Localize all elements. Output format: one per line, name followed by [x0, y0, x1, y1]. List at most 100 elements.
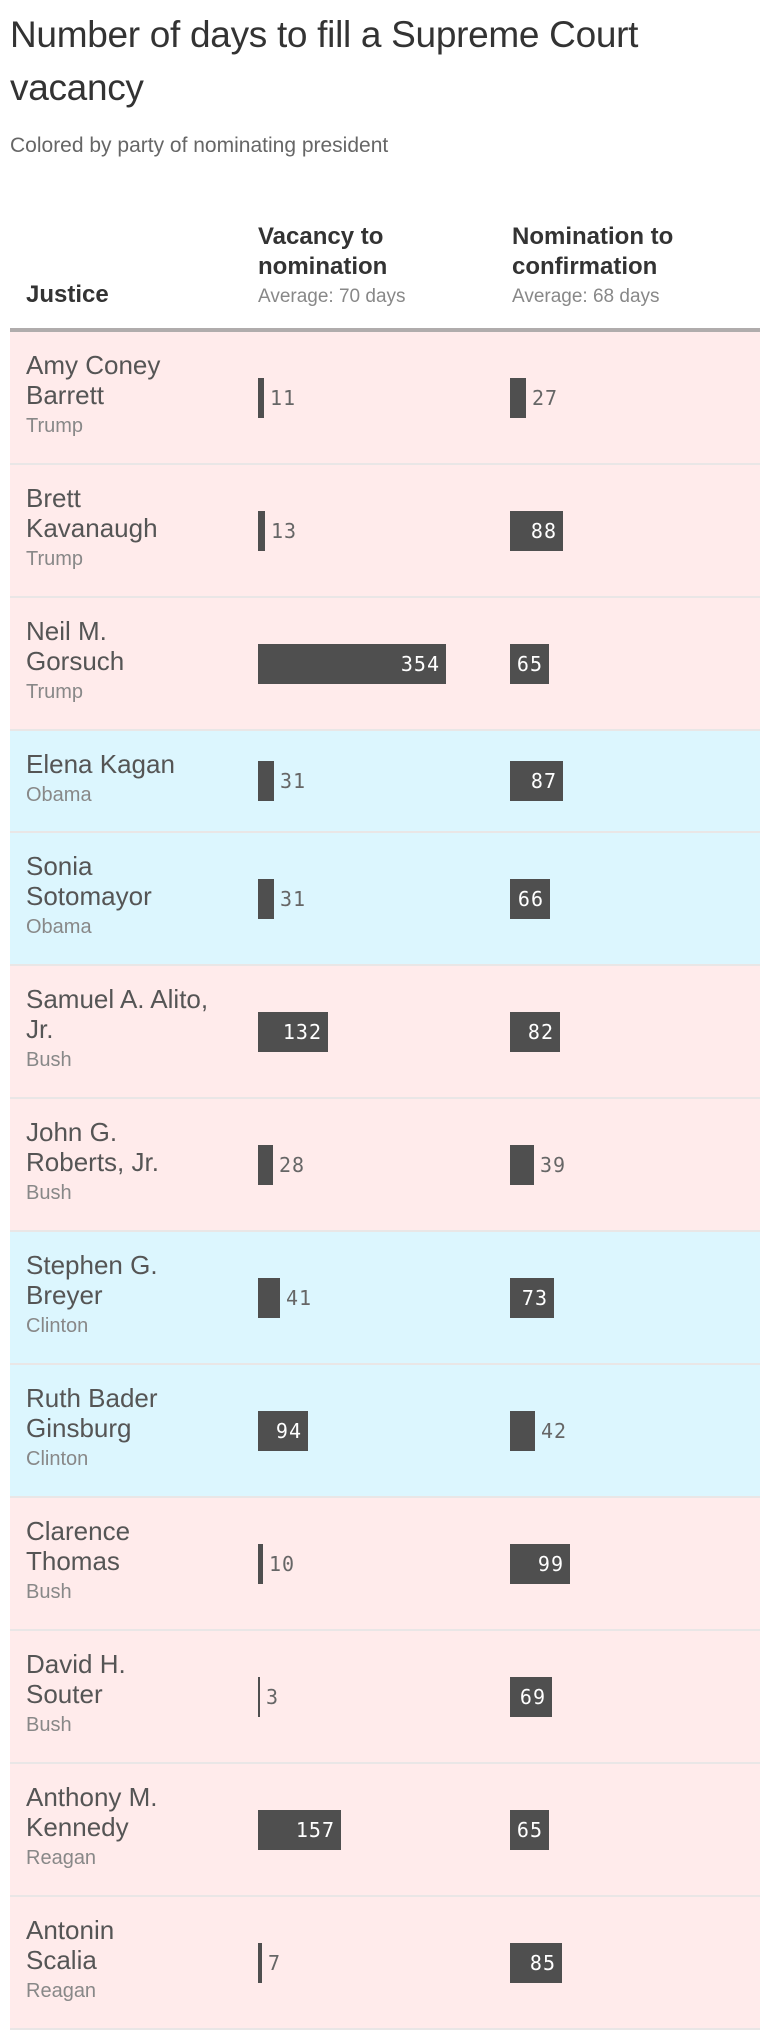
- vacancy-to-nomination-bar: 94: [258, 1410, 308, 1451]
- table-row: Ruth Bader Ginsburg Clinton 94 42: [10, 1365, 760, 1498]
- column-header-justice: Justice: [26, 281, 109, 308]
- president-name: Trump: [26, 681, 84, 703]
- vacancy-to-nomination-cell: 94: [258, 1410, 308, 1451]
- nomination-to-confirmation-bar: [510, 377, 526, 418]
- column-header-nomination-to-confirmation: Nomination to confirmation Average: 68 d…: [512, 222, 732, 310]
- value-label: 99: [537, 1551, 564, 1576]
- justice-name: Samuel A. Alito, Jr.: [26, 984, 209, 1044]
- president-name: Obama: [26, 784, 92, 806]
- vacancy-to-nomination-cell: 11: [258, 377, 297, 418]
- value-label: 41: [286, 1285, 313, 1310]
- justice-name: Ruth Bader Ginsburg: [26, 1383, 158, 1443]
- column-average: Average: 68 days: [512, 286, 660, 307]
- vacancy-to-nomination-cell: 7: [258, 1942, 281, 1983]
- vacancy-to-nomination-cell: 10: [258, 1543, 296, 1584]
- value-label: 94: [275, 1418, 302, 1443]
- value-label: 354: [400, 651, 440, 676]
- value-label: 31: [280, 886, 307, 911]
- value-label: 157: [295, 1817, 335, 1842]
- nomination-to-confirmation-bar: 73: [510, 1277, 554, 1318]
- nomination-to-confirmation-bar: [510, 1410, 535, 1451]
- vacancy-to-nomination-cell: 13: [258, 510, 297, 551]
- nomination-to-confirmation-cell: 66: [510, 878, 550, 919]
- value-label: 27: [532, 385, 559, 410]
- justice-cell: Ruth Bader Ginsburg Clinton: [26, 1383, 236, 1472]
- value-label: 65: [516, 1817, 543, 1842]
- table-header: Justice Vacancy to nomination Average: 7…: [10, 216, 760, 332]
- nomination-to-confirmation-cell: 85: [510, 1942, 562, 1983]
- justice-name: John G. Roberts, Jr.: [26, 1117, 159, 1177]
- table-row: Sonia Sotomayor Obama 31 66: [10, 833, 760, 966]
- nomination-to-confirmation-cell: 73: [510, 1277, 554, 1318]
- value-label: 66: [517, 886, 544, 911]
- justice-name: Clarence Thomas: [26, 1516, 131, 1576]
- justice-name: David H. Souter: [26, 1649, 126, 1709]
- nomination-to-confirmation-bar: 87: [510, 761, 563, 801]
- column-title: Nomination to confirmation: [512, 223, 674, 280]
- column-average: Average: 70 days: [258, 286, 406, 307]
- nomination-to-confirmation-cell: 39: [510, 1144, 566, 1185]
- table-body: Amy Coney Barrett Trump 11 27 Brett Kavanaug…: [10, 332, 760, 2030]
- vacancy-to-nomination-cell: 3: [258, 1676, 280, 1717]
- nomination-to-confirmation-bar: 99: [510, 1543, 570, 1584]
- nomination-to-confirmation-cell: 87: [510, 761, 563, 801]
- vacancy-to-nomination-cell: 354: [258, 643, 446, 684]
- nomination-to-confirmation-bar: 88: [510, 510, 563, 551]
- vacancy-to-nomination-bar: [258, 761, 274, 801]
- president-name: Trump: [26, 415, 84, 437]
- president-name: Bush: [26, 1182, 72, 1204]
- nomination-to-confirmation-bar: 82: [510, 1011, 560, 1052]
- vacancy-to-nomination-bar: 157: [258, 1809, 341, 1850]
- value-label: 10: [269, 1551, 296, 1576]
- value-label: 28: [279, 1152, 306, 1177]
- president-name: Reagan: [26, 1980, 97, 2002]
- table-row: Brett Kavanaugh Trump 13 88: [10, 465, 760, 598]
- vacancy-to-nomination-bar: [258, 878, 274, 919]
- column-title: Vacancy to nomination: [258, 223, 388, 280]
- vacancy-to-nomination-bar: [258, 377, 264, 418]
- president-name: Clinton: [26, 1315, 89, 1337]
- value-label: 73: [521, 1285, 548, 1310]
- nomination-to-confirmation-bar: 85: [510, 1942, 562, 1983]
- table-row: Antonin Scalia Reagan 7 85: [10, 1897, 760, 2030]
- nomination-to-confirmation-cell: 82: [510, 1011, 560, 1052]
- justice-name: Antonin Scalia: [26, 1915, 115, 1975]
- president-name: Obama: [26, 916, 92, 938]
- vacancy-to-nomination-bar: [258, 510, 265, 551]
- president-name: Bush: [26, 1581, 72, 1603]
- nomination-to-confirmation-cell: 88: [510, 510, 563, 551]
- value-label: 87: [530, 769, 557, 793]
- president-name: Reagan: [26, 1847, 97, 1869]
- justice-name: Brett Kavanaugh: [26, 483, 158, 543]
- value-label: 85: [529, 1950, 556, 1975]
- chart-subtitle: Colored by party of nominating president: [10, 134, 389, 157]
- nomination-to-confirmation-cell: 42: [510, 1410, 568, 1451]
- value-label: 42: [541, 1418, 568, 1443]
- value-label: 132: [282, 1019, 322, 1044]
- justice-name: Neil M. Gorsuch: [26, 616, 125, 676]
- justice-cell: John G. Roberts, Jr. Bush: [26, 1117, 236, 1206]
- table-row: Neil M. Gorsuch Trump 354 65: [10, 598, 760, 731]
- nomination-to-confirmation-bar: 66: [510, 878, 550, 919]
- vacancy-to-nomination-bar: [258, 1676, 260, 1717]
- justice-name: Elena Kagan: [26, 749, 175, 779]
- justice-cell: Samuel A. Alito, Jr. Bush: [26, 984, 236, 1073]
- justice-name: Amy Coney Barrett: [26, 350, 161, 410]
- value-label: 31: [280, 769, 307, 793]
- value-label: 88: [530, 518, 557, 543]
- table-row: Elena Kagan Obama 31 87: [10, 731, 760, 833]
- table-row: Anthony M. Kennedy Reagan 157 65: [10, 1764, 760, 1897]
- value-label: 11: [270, 385, 297, 410]
- vacancy-to-nomination-cell: 157: [258, 1809, 341, 1850]
- justice-cell: Amy Coney Barrett Trump: [26, 350, 236, 439]
- chart-title: Number of days to fill a Supreme Court v…: [10, 14, 639, 108]
- nomination-to-confirmation-cell: 27: [510, 377, 559, 418]
- value-label: 3: [266, 1684, 280, 1709]
- vacancy-to-nomination-cell: 31: [258, 761, 306, 801]
- vacancy-to-nomination-bar: [258, 1942, 262, 1983]
- justice-cell: David H. Souter Bush: [26, 1649, 236, 1738]
- column-header-vacancy-to-nomination: Vacancy to nomination Average: 70 days: [258, 222, 478, 310]
- justice-cell: Brett Kavanaugh Trump: [26, 483, 236, 572]
- nomination-to-confirmation-cell: 65: [510, 643, 549, 684]
- president-name: Bush: [26, 1714, 72, 1736]
